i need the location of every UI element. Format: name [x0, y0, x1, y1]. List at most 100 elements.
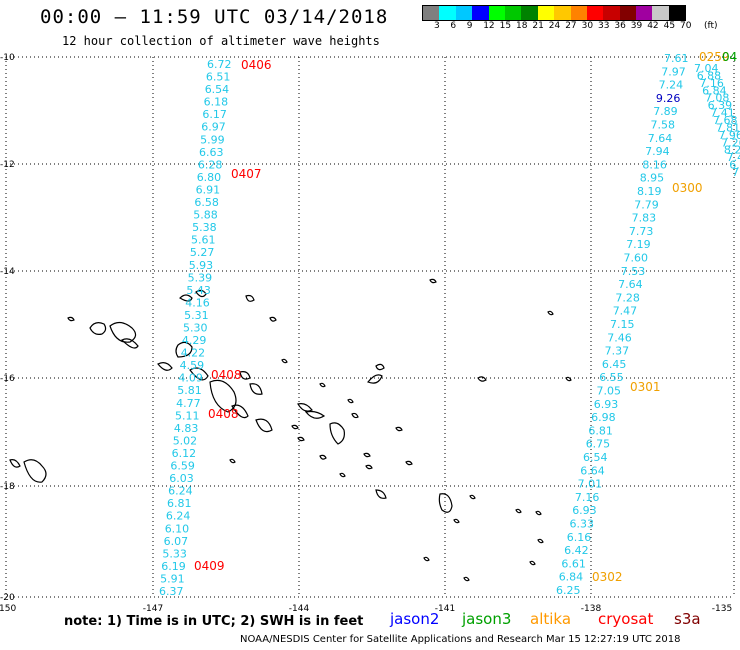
swh-value: 6.51: [206, 71, 231, 84]
colorbar-label: 12: [483, 21, 495, 31]
colorbar-swatch: [455, 6, 473, 20]
island-outline: [529, 560, 536, 566]
time-label: 0408: [208, 407, 239, 421]
time-label: 0409: [194, 559, 225, 573]
swh-value: 7.53: [621, 265, 646, 278]
island-outline: [375, 489, 387, 499]
swh-value: 6.77: [729, 159, 740, 172]
swh-value: 6.07: [164, 535, 189, 548]
swh-value: 7.01: [578, 478, 603, 491]
swh-value: 5.93: [189, 259, 214, 272]
swh-value: 6.58: [194, 196, 219, 209]
island-outline: [229, 458, 236, 464]
swh-value: 7.04: [694, 62, 719, 75]
island-outline: [239, 371, 251, 380]
lon-tick-label: -144: [289, 604, 310, 614]
swh-value: 7.46: [607, 331, 632, 344]
swh-value: 6.18: [204, 96, 229, 109]
colorbar-label: 9: [466, 21, 473, 31]
island-outline: [423, 556, 430, 562]
island-outline: [319, 454, 327, 460]
swh-value: 7.64: [618, 278, 643, 291]
legend-s3a: s3a: [674, 610, 701, 628]
swh-value: 5.99: [200, 133, 225, 146]
lon-tick-label: -141: [435, 604, 455, 614]
legend-jason2: jason2: [390, 610, 440, 628]
swh-value: 6.37: [159, 585, 184, 598]
swh-value: 7.60: [624, 252, 649, 265]
swh-value: 4.83: [174, 422, 199, 435]
island-outline: [157, 362, 173, 371]
colorbar-swatch: [619, 6, 637, 20]
swh-value: 6.88: [697, 69, 722, 82]
lon-tick-label: -150: [0, 604, 16, 614]
island-outline: [339, 472, 346, 478]
swh-value: 7.15: [610, 318, 635, 331]
colorbar-swatch: [554, 6, 571, 20]
swh-value: 6.93: [572, 504, 597, 517]
colorbar-swatch: [636, 6, 653, 20]
island-outline: [67, 316, 75, 322]
swh-value: 6.72: [207, 58, 232, 71]
lat-tick-label: -20: [0, 593, 15, 603]
swh-value: 5.31: [184, 309, 209, 322]
island-outline: [438, 493, 453, 513]
island-outline: [463, 576, 470, 582]
swh-value: 7.94: [645, 145, 670, 158]
swh-value: 6.93: [594, 398, 619, 411]
swh-value: 6.81: [167, 497, 192, 510]
swh-value: 7.19: [626, 238, 651, 251]
island-outline: [537, 538, 544, 544]
swh-value: 4.77: [176, 397, 201, 410]
island-outline: [375, 363, 385, 371]
swh-values: 6.726.516.546.186.176.975.996.636.286.80…: [159, 52, 740, 598]
island-outline: [209, 379, 237, 413]
time-label: 0406: [241, 58, 272, 72]
swh-value: 8.95: [640, 172, 665, 185]
time-label: 0407: [231, 167, 262, 181]
swh-value: 5.91: [160, 573, 185, 586]
island-outline: [269, 316, 277, 322]
swh-value: 6.91: [196, 184, 221, 197]
swh-value: 6.42: [564, 544, 589, 557]
swh-value: 6.54: [583, 451, 608, 464]
island-outline: [297, 436, 305, 442]
island-outline: [189, 367, 209, 381]
swh-value: 6.24: [168, 485, 193, 498]
swh-value: 5.27: [190, 246, 215, 259]
swh-value: 4.29: [182, 334, 207, 347]
swh-value: 5.11: [175, 409, 200, 422]
swh-value: 7.47: [727, 151, 740, 164]
lat-tick-label: -10: [0, 53, 15, 63]
swh-value: 7.26: [721, 136, 740, 149]
island-outline: [9, 459, 21, 468]
colorbar-label: 15: [499, 21, 512, 31]
island-outline: [429, 278, 437, 284]
swh-value: 6.12: [172, 447, 197, 460]
swh-value: 6.39: [708, 99, 733, 112]
colorbar-swatch: [668, 6, 686, 20]
swh-value: 5.81: [177, 384, 202, 397]
island-outline: [175, 341, 193, 358]
time-label: 0301: [630, 380, 661, 394]
island-outline: [547, 310, 554, 316]
swh-value: 7.28: [615, 291, 640, 304]
swh-value: 6.28: [198, 158, 223, 171]
island-outline: [120, 338, 139, 349]
swh-value: 6.84: [559, 571, 584, 584]
island-outline: [477, 376, 487, 382]
swh-value: 7.89: [653, 105, 678, 118]
swh-value: 6.54: [205, 83, 230, 96]
swh-value: 6.97: [201, 121, 226, 134]
colorbar-label: 3: [434, 21, 440, 31]
island-outline: [291, 424, 299, 430]
swh-value: 7.24: [659, 79, 684, 92]
colorbar-swatch: [423, 6, 440, 20]
colorbar-swatch: [586, 6, 604, 20]
island-outline: [395, 426, 403, 432]
swh-value: 6.84: [702, 84, 727, 97]
map-grid: [5, 56, 735, 598]
colorbar-label: 24: [548, 21, 561, 31]
legend-altika: altika: [530, 610, 572, 628]
